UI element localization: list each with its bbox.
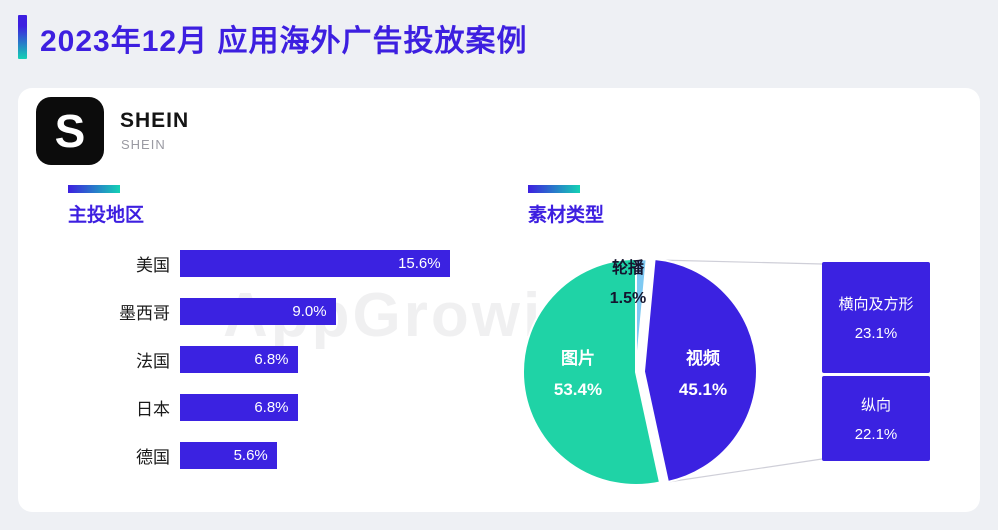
brand-name: SHEIN	[120, 109, 190, 132]
bar-track: 6.8%	[180, 346, 460, 373]
pie-slice	[642, 258, 758, 483]
bar-category-label: 法国	[136, 352, 170, 371]
bar-row: 美国 15.6%	[80, 250, 480, 277]
bar-value-label: 6.8%	[254, 399, 289, 416]
breakdown-value: 22.1%	[854, 426, 898, 443]
bar: 15.6%	[180, 250, 450, 277]
regions-section-accent-bar	[68, 185, 120, 193]
title-accent-bar	[18, 15, 27, 59]
bar-category-label: 美国	[136, 256, 170, 275]
bar-value-label: 15.6%	[398, 255, 441, 272]
bar-category-label: 德国	[136, 448, 170, 467]
breakdown-value: 23.1%	[854, 325, 898, 342]
bar-track: 15.6%	[180, 250, 460, 277]
regions-bar-chart: 美国 15.6% 墨西哥 9.0% 法国	[80, 250, 480, 490]
material-pie-chart	[522, 257, 758, 486]
pie-slice-label: 轮播	[611, 260, 644, 277]
material-section-accent-bar	[528, 185, 580, 193]
bar-track: 9.0%	[180, 298, 460, 325]
pie-label-video: 视频 45.1%	[648, 343, 758, 406]
bar-track: 6.8%	[180, 394, 460, 421]
page-title: 2023年12月 应用海外广告投放案例	[40, 25, 528, 58]
video-breakdown-box-vertical: 纵向 22.1%	[822, 376, 930, 461]
bar: 6.8%	[180, 394, 298, 421]
shein-logo-letter: S	[54, 105, 86, 157]
pie-slice-value: 53.4%	[553, 380, 603, 400]
material-section-title: 素材类型	[528, 205, 605, 226]
pie-slice-value: 1.5%	[609, 289, 647, 307]
bar-row: 法国 6.8%	[80, 346, 480, 373]
bar: 9.0%	[180, 298, 336, 325]
content-card: AppGrowing® S SHEIN SHEIN 主投地区 美国 15.6% …	[18, 88, 980, 512]
breakdown-label: 纵向	[860, 397, 891, 414]
bar-row: 墨西哥 9.0%	[80, 298, 480, 325]
pie-slice-label: 视频	[686, 349, 720, 368]
bar-category-label: 日本	[136, 400, 170, 419]
bar: 6.8%	[180, 346, 298, 373]
pie-slice	[522, 258, 661, 486]
shein-logo: S	[36, 97, 104, 165]
bar-category-label: 墨西哥	[119, 304, 170, 323]
bar: 5.6%	[180, 442, 277, 469]
bar-row: 日本 6.8%	[80, 394, 480, 421]
bar-value-label: 9.0%	[292, 303, 327, 320]
video-breakdown: 横向及方形 23.1% 纵向 22.1%	[822, 262, 930, 461]
pie-slice-value: 45.1%	[678, 380, 728, 400]
bar-row: 德国 5.6%	[80, 442, 480, 469]
pie-slice-label: 图片	[561, 349, 595, 368]
pie-label-carousel: 轮播 1.5%	[588, 254, 668, 313]
brand-subtitle: SHEIN	[121, 137, 166, 152]
pie-label-image: 图片 53.4%	[523, 343, 633, 406]
bar-value-label: 6.8%	[254, 351, 289, 368]
bar-track: 5.6%	[180, 442, 460, 469]
breakdown-label: 横向及方形	[838, 296, 914, 313]
regions-section-title: 主投地区	[68, 205, 145, 226]
bar-value-label: 5.6%	[233, 447, 268, 464]
video-breakdown-box-horizontal: 横向及方形 23.1%	[822, 262, 930, 373]
